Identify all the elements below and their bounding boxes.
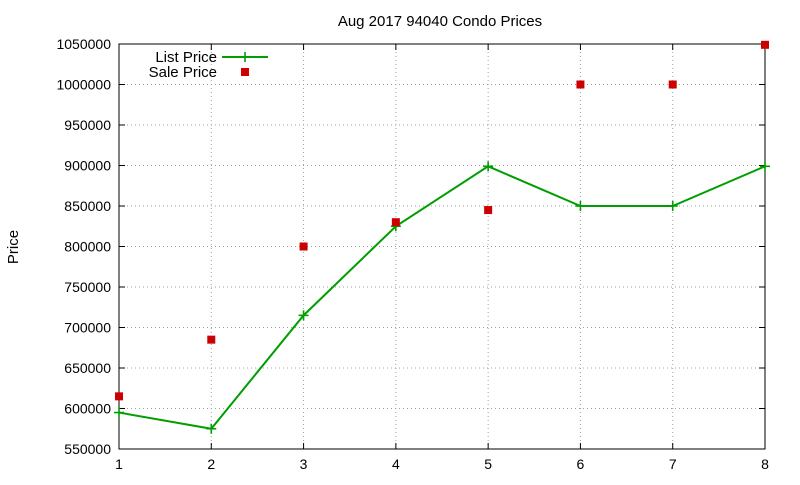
y-tick-label: 650000	[64, 360, 111, 376]
y-tick-label: 600000	[64, 401, 111, 417]
y-axis-label: Price	[5, 230, 22, 264]
x-tick-label: 6	[577, 456, 585, 472]
legend-marker	[240, 52, 250, 62]
x-tick-label: 2	[207, 456, 215, 472]
x-tick-label: 4	[392, 456, 400, 472]
y-tick-label: 750000	[64, 279, 111, 295]
legend-marker	[241, 68, 249, 76]
sale-price-point	[668, 80, 677, 89]
sale-price-series	[115, 40, 769, 401]
sale-price-point	[207, 335, 216, 344]
y-tick-label: 700000	[64, 320, 111, 336]
y-tick-label: 1050000	[56, 36, 111, 52]
chart-title: Aug 2017 94040 Condo Prices	[338, 13, 542, 30]
data-series	[114, 40, 770, 434]
y-tick-label: 850000	[64, 198, 111, 214]
list-price-series	[114, 161, 770, 434]
list-price-point	[483, 161, 494, 172]
list-price-point	[667, 201, 678, 211]
y-tick-label: 800000	[64, 239, 111, 255]
sale-price-point	[484, 206, 493, 215]
list-price-point	[575, 201, 586, 211]
x-tick-label: 8	[761, 456, 769, 472]
sale-price-point	[115, 392, 123, 401]
y-tick-label: 1000000	[56, 77, 111, 93]
x-tick-label: 7	[669, 456, 677, 472]
x-tick-label: 1	[115, 456, 123, 472]
axes: 550000 600000 650000 700000 750000 800000 8500…	[56, 36, 769, 472]
legend-label: Sale Price	[149, 64, 217, 81]
sale-price-point	[761, 40, 769, 49]
legend-label: List Price	[155, 49, 217, 66]
list-price-line	[118, 165, 766, 430]
x-tick-label: 3	[300, 456, 308, 472]
y-tick-label: 950000	[64, 117, 111, 133]
sale-price-point	[576, 80, 585, 89]
list-price-point	[298, 310, 309, 321]
list-price-point	[206, 423, 217, 434]
list-price-point	[114, 407, 124, 418]
grid-lines	[119, 44, 765, 449]
y-tick-label: 550000	[64, 441, 111, 457]
x-tick-label: 5	[484, 456, 492, 472]
list-price-point	[760, 161, 770, 172]
sale-price-point	[299, 242, 308, 251]
legend-entry-sale-price: Sale Price	[149, 64, 249, 81]
y-tick-label: 900000	[64, 158, 111, 174]
legend-entry-list-price: List Price	[155, 49, 268, 66]
sale-price-point	[391, 218, 400, 227]
